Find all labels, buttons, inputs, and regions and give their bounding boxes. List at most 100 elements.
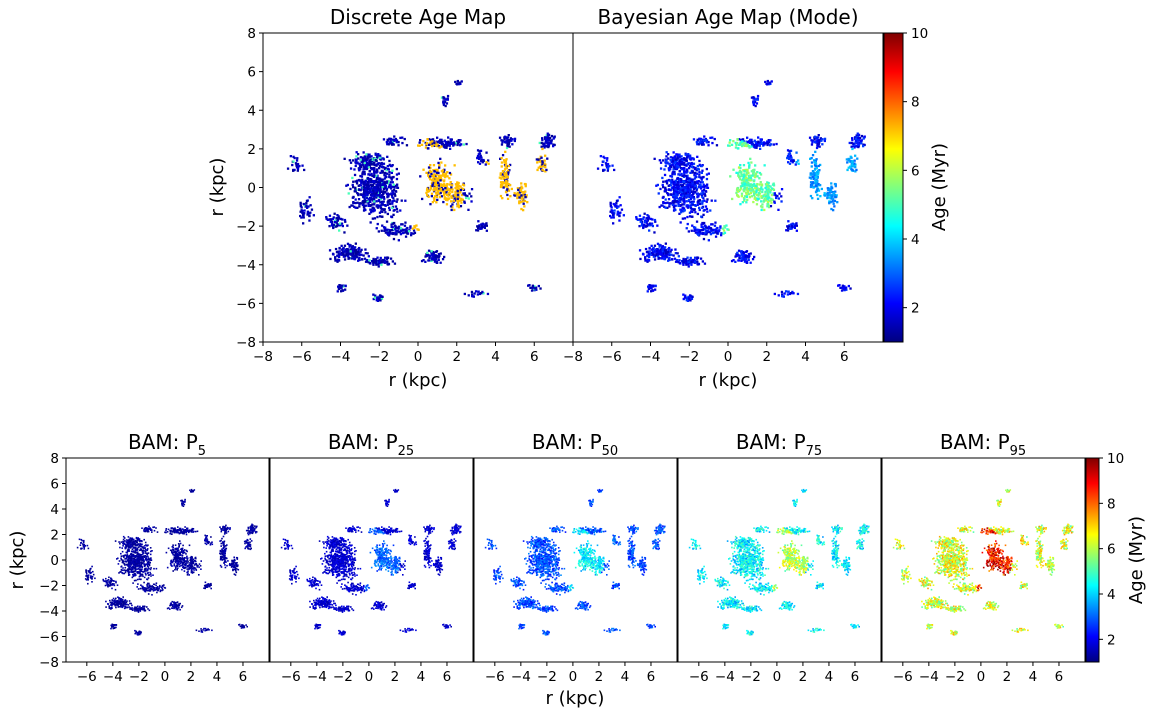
map-point <box>687 297 691 300</box>
map-point <box>684 258 688 261</box>
map-point <box>665 182 669 185</box>
map-point <box>770 187 773 190</box>
map-point <box>691 224 694 227</box>
map-point <box>793 226 796 229</box>
map-point <box>395 140 398 144</box>
map-point <box>644 256 647 259</box>
y-tick-label: 8 <box>247 26 256 42</box>
map-point <box>714 199 717 202</box>
map-point <box>369 155 372 158</box>
map-point <box>758 177 761 180</box>
map-point <box>378 190 382 193</box>
map-point <box>676 157 679 160</box>
map-point <box>744 176 747 179</box>
map-point <box>677 197 680 201</box>
map-point <box>395 167 398 171</box>
map-point <box>149 553 152 556</box>
map-point <box>727 228 730 231</box>
map-point <box>433 144 436 147</box>
map-point <box>666 256 669 259</box>
map-point <box>374 258 378 261</box>
map-point <box>338 286 341 289</box>
map-point <box>392 143 395 146</box>
map-point <box>124 543 127 546</box>
map-point <box>683 188 686 191</box>
map-point <box>348 245 351 248</box>
map-point <box>366 181 370 184</box>
map-point <box>754 140 757 144</box>
map-point <box>124 605 127 608</box>
map-point <box>360 253 363 256</box>
map-point <box>380 190 383 193</box>
map-point <box>375 164 378 167</box>
map-point <box>857 145 860 149</box>
map-point <box>128 563 131 566</box>
map-point <box>656 248 659 251</box>
map-point <box>673 157 676 160</box>
map-point <box>856 132 859 135</box>
map-point <box>130 555 132 558</box>
map-point <box>792 225 795 228</box>
map-point <box>404 199 407 202</box>
map-point <box>707 227 710 230</box>
map-point <box>375 186 378 189</box>
map-point <box>454 194 457 198</box>
map-point <box>813 161 816 164</box>
map-point <box>338 247 341 250</box>
map-point <box>520 207 523 211</box>
map-point <box>463 201 466 204</box>
map-point <box>736 138 739 141</box>
map-point <box>461 187 465 191</box>
map-point <box>432 251 435 254</box>
map-point <box>702 143 705 146</box>
map-point <box>146 545 149 547</box>
x-tick-label: 2 <box>762 349 771 365</box>
map-point <box>674 193 677 196</box>
map-point <box>666 201 669 204</box>
map-point <box>702 232 705 235</box>
map-point <box>124 603 127 606</box>
map-point <box>479 159 483 162</box>
map-point <box>369 211 373 214</box>
map-point <box>648 224 651 227</box>
map-point <box>813 141 817 144</box>
map-point <box>786 293 789 296</box>
map-point <box>355 158 358 161</box>
map-point <box>851 147 854 151</box>
map-point <box>701 260 704 263</box>
map-point <box>382 157 385 160</box>
map-point <box>668 256 671 259</box>
map-point <box>332 223 335 226</box>
map-point <box>539 287 542 290</box>
map-point <box>341 284 344 287</box>
map-point <box>687 194 690 197</box>
map-point <box>688 156 691 159</box>
x-tick-label: 6 <box>530 349 539 365</box>
map-point <box>653 231 656 234</box>
map-point <box>368 153 371 156</box>
map-point <box>442 100 445 103</box>
map-point <box>439 174 442 177</box>
map-point <box>377 263 380 266</box>
map-point <box>372 161 376 164</box>
map-point <box>691 261 695 264</box>
map-point <box>676 164 679 167</box>
map-point <box>677 166 680 169</box>
map-point <box>498 136 502 139</box>
map-point <box>127 560 130 563</box>
map-point <box>427 195 430 198</box>
map-point <box>652 251 655 254</box>
map-point <box>689 201 692 204</box>
map-point <box>700 142 703 145</box>
map-point <box>459 190 462 193</box>
map-point <box>713 224 717 227</box>
map-point <box>726 228 729 231</box>
map-point <box>773 192 776 195</box>
map-point <box>765 185 768 188</box>
map-point <box>673 173 676 176</box>
map-point <box>122 538 125 541</box>
map-point <box>663 168 666 171</box>
map-point <box>769 185 772 188</box>
map-point <box>647 215 650 218</box>
